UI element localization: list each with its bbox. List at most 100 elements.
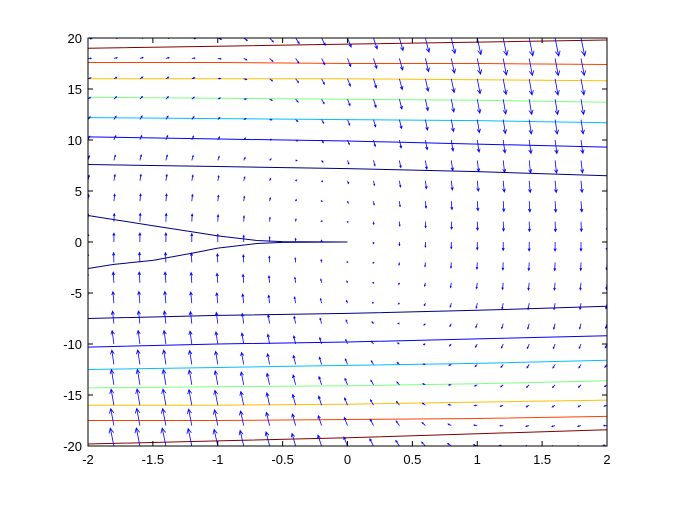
quiver-arrow <box>266 352 270 365</box>
quiver-arrow <box>372 221 375 226</box>
quiver-arrow <box>500 384 504 388</box>
quiver-arrow <box>502 38 509 57</box>
quiver-arrow <box>344 397 348 406</box>
quiver-arrow <box>525 404 530 408</box>
quiver-arrow <box>372 201 375 206</box>
quiver-arrow <box>450 180 454 191</box>
quiver-arrow <box>134 407 141 426</box>
quiver-arrow <box>165 154 168 161</box>
quiver-arrow <box>243 98 248 101</box>
quiver-arrow <box>528 119 533 135</box>
quiver-arrow <box>321 38 326 47</box>
quiver-arrow <box>165 173 168 181</box>
quiver-arrow <box>291 393 296 406</box>
quiver-arrow <box>399 58 404 71</box>
quiver-arrow <box>189 252 194 263</box>
quiver-arrow <box>577 404 582 408</box>
quiver-arrow <box>161 368 167 385</box>
quiver-arrow <box>554 99 560 116</box>
quiver-arrow <box>217 175 220 181</box>
quiver-arrow <box>319 297 322 304</box>
quiver-arrow <box>113 134 117 141</box>
quiver-arrow <box>165 134 169 141</box>
quiver-arrow <box>502 78 508 96</box>
quiver-arrow <box>425 119 429 132</box>
quiver-arrow <box>240 332 245 345</box>
quiver-arrow <box>447 403 452 406</box>
quiver-arrow <box>423 323 426 326</box>
contour-line-7 <box>88 359 607 370</box>
quiver-arrow <box>241 273 245 283</box>
quiver-arrow <box>398 262 401 266</box>
quiver-arrow <box>112 232 116 242</box>
quiver-arrow <box>239 410 245 426</box>
quiver-arrow <box>110 310 115 324</box>
quiver-arrow <box>162 329 167 345</box>
quiver-arrow <box>189 271 193 283</box>
quiver-arrow <box>135 368 141 385</box>
quiver-arrow <box>134 427 141 446</box>
quiver-arrow <box>577 384 582 388</box>
quiver-arrow <box>476 160 481 173</box>
quiver-arrow <box>605 242 607 252</box>
quiver-arrow <box>399 180 402 188</box>
quiver-arrow <box>371 321 374 324</box>
quiver-arrow <box>344 377 348 385</box>
quiver-arrow <box>579 282 582 291</box>
x-tick-label: 1.5 <box>533 452 551 467</box>
quiver-arrow <box>450 201 454 211</box>
quiver-arrow <box>162 349 167 365</box>
quiver-arrow <box>295 38 300 45</box>
quiver-arrow <box>264 431 270 446</box>
contour-line-13 <box>88 415 607 421</box>
quiver-arrow <box>399 119 403 130</box>
quiver-arrow <box>216 233 220 242</box>
quiver-arrow <box>422 363 426 366</box>
quiver-arrow <box>373 58 378 70</box>
contour-line-2 <box>88 215 348 243</box>
quiver-arrow <box>243 78 248 81</box>
quiver-arrow <box>138 212 142 222</box>
quiver-arrow <box>136 310 141 324</box>
quiver-arrow <box>553 242 557 252</box>
x-tick-label: 0 <box>344 452 351 467</box>
quiver-arrow <box>186 427 193 446</box>
quiver-arrow <box>345 299 348 304</box>
quiver-arrow <box>214 330 219 345</box>
quiver-arrow <box>162 310 167 324</box>
quiver-arrow <box>525 425 530 428</box>
quiver-arrow <box>139 134 143 141</box>
quiver-arrow <box>370 379 374 386</box>
quiver-arrow <box>243 176 246 181</box>
x-tick-label: 1 <box>474 452 481 467</box>
x-tick-label: -0.5 <box>271 452 293 467</box>
quiver-arrow <box>425 139 429 151</box>
quiver-arrow <box>139 56 144 59</box>
quiver-arrow <box>395 400 400 406</box>
quiver-arrow <box>578 343 582 350</box>
quiver-arrow <box>321 160 324 163</box>
x-tick-label: 0.5 <box>403 452 421 467</box>
quiver-arrow <box>552 343 556 350</box>
quiver-arrow <box>399 78 404 91</box>
quiver-arrow <box>528 78 534 96</box>
quiver-arrow <box>321 139 324 144</box>
quiver-arrow <box>137 251 142 263</box>
quiver-arrow <box>319 336 322 345</box>
quiver-arrow <box>293 296 296 304</box>
quiver-arrow <box>449 303 452 308</box>
quiver-arrow <box>217 116 221 120</box>
quiver-arrow <box>372 242 375 245</box>
quiver-arrow <box>88 232 90 242</box>
quiver-arrow <box>292 374 296 385</box>
quiver-arrow <box>164 232 168 242</box>
quiver-arrow <box>113 57 119 59</box>
quiver-arrow <box>475 242 479 251</box>
quiver-arrow <box>138 232 142 242</box>
quiver-arrow <box>320 200 324 203</box>
y-tick-label: -15 <box>63 388 82 403</box>
quiver-arrow <box>163 251 168 263</box>
quiver-arrow <box>424 242 427 249</box>
quiver-arrow <box>161 388 167 406</box>
